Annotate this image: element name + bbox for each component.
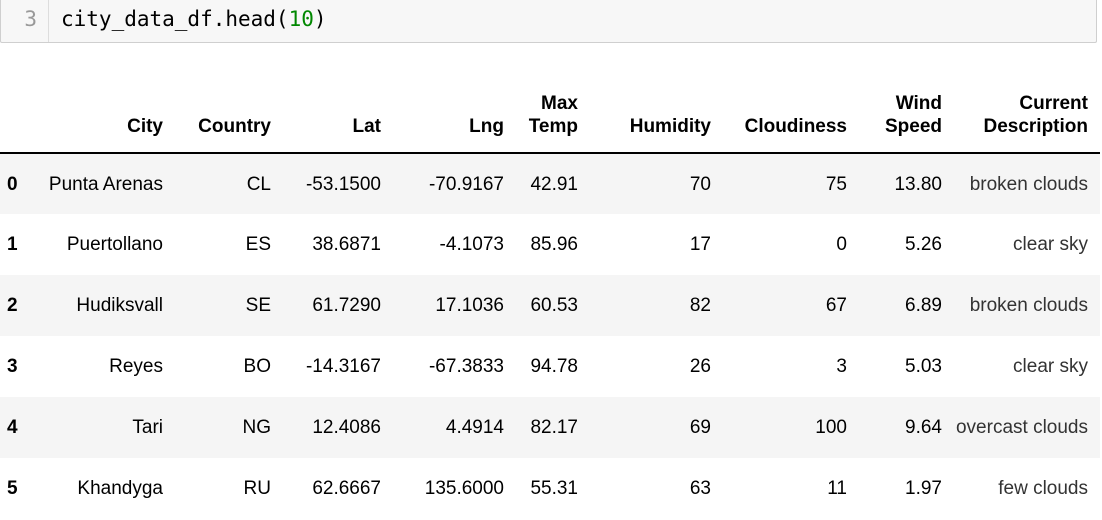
table-cell-cloudiness: 11 [827, 478, 847, 499]
column-header: Lng [469, 116, 504, 137]
table-header-row: City Country Lat Lng Max Temp Humidity C… [0, 83, 1100, 153]
table-cell-wind-speed: 6.89 [905, 295, 942, 316]
code-line[interactable]: city_data_df.head(10) [61, 0, 327, 38]
table-cell-lat: 12.4086 [312, 417, 381, 438]
table-cell-max-temp: 85.96 [530, 234, 578, 255]
table-cell-humidity: 63 [689, 478, 711, 499]
table-cell-country: NG [242, 417, 272, 438]
line-number: 3 [1, 0, 49, 42]
code-text-suffix: ) [313, 7, 327, 31]
column-header: Current Description [983, 93, 1088, 137]
table-cell-country: RU [243, 478, 271, 499]
table-cell-lat: -14.3167 [305, 356, 381, 377]
table-cell-description: clear sky [1013, 356, 1088, 377]
table-cell-city: Punta Arenas [48, 173, 163, 195]
table-cell-humidity: 70 [689, 173, 711, 195]
table-cell-max-temp: 94.78 [530, 356, 578, 377]
table-cell-lat: 62.6667 [312, 478, 381, 499]
table-cell-max-temp: 82.17 [530, 417, 578, 438]
table-cell-humidity: 69 [689, 417, 711, 438]
table-cell-country: SE [245, 295, 271, 316]
table-cell-lng: -70.9167 [428, 173, 504, 195]
table-cell-cloudiness: 67 [825, 295, 847, 316]
column-header: City [127, 116, 163, 137]
table-cell-city: Hudiksvall [76, 295, 163, 316]
table-cell-city: Tari [132, 417, 163, 438]
table-cell-country: CL [246, 173, 271, 195]
table-cell-cloudiness: 100 [815, 417, 847, 438]
table-cell-wind-speed: 5.03 [905, 356, 942, 377]
table-cell-index: 2 [7, 295, 18, 316]
table-cell-description: clear sky [1013, 234, 1088, 255]
table-cell-cloudiness: 3 [836, 356, 847, 377]
table-cell-wind-speed: 13.80 [894, 173, 942, 195]
table-cell-lat: 61.7290 [312, 295, 381, 316]
table-cell-index: 3 [7, 356, 18, 377]
table-cell-country: BO [243, 356, 271, 377]
table-cell-wind-speed: 9.64 [905, 417, 942, 438]
table-row: 4 Tari NG 12.4086 4.4914 82.17 69 100 9.64 overca… [0, 397, 1100, 458]
table-cell-description: broken clouds [969, 173, 1088, 195]
code-number-literal: 10 [288, 7, 314, 31]
dataframe-output-table: City Country Lat Lng Max Temp Humidity C… [0, 83, 1100, 519]
table-cell-city: Reyes [109, 356, 163, 377]
table-cell-cloudiness: 0 [836, 234, 847, 255]
table-cell-index: 1 [7, 234, 18, 255]
table-cell-description: broken clouds [969, 295, 1088, 316]
table-cell-description: overcast clouds [955, 417, 1088, 438]
column-header-index [0, 83, 38, 153]
table-cell-city: Khandyga [77, 478, 163, 499]
column-header: Lat [352, 116, 382, 137]
table-cell-lng: 4.4914 [445, 417, 504, 438]
column-header: Humidity [629, 116, 711, 137]
table-cell-index: 4 [7, 417, 18, 438]
table-row: 5 Khandyga RU 62.6667 135.6000 55.31 63 11 1.97 f… [0, 458, 1100, 519]
table-cell-wind-speed: 5.26 [905, 234, 942, 255]
column-header: Max Temp [528, 93, 578, 137]
column-header: Wind Speed [884, 93, 942, 137]
table-cell-humidity: 82 [689, 295, 711, 316]
code-text-prefix: city_data_df.head( [61, 7, 289, 31]
table-cell-lng: -4.1073 [439, 234, 504, 255]
table-cell-max-temp: 55.31 [530, 478, 578, 499]
table-cell-lng: -67.3833 [428, 356, 504, 377]
table-cell-humidity: 17 [689, 234, 711, 255]
table-cell-city: Puertollano [66, 234, 163, 255]
table-cell-lng: 135.6000 [424, 478, 504, 499]
table-cell-cloudiness: 75 [825, 173, 847, 195]
table-cell-index: 0 [7, 173, 18, 195]
table-cell-max-temp: 42.91 [530, 173, 578, 195]
table-cell-humidity: 26 [689, 356, 711, 377]
table-cell-description: few clouds [998, 478, 1088, 499]
table-row: 3 Reyes BO -14.3167 -67.3833 94.78 26 3 5.03 clea… [0, 336, 1100, 397]
table-cell-lng: 17.1036 [435, 295, 504, 316]
column-header: Country [198, 116, 271, 137]
table-cell-country: ES [245, 234, 271, 255]
table-row: 1 Puertollano ES 38.6871 -4.1073 85.96 17 0 5.26… [0, 214, 1100, 275]
table-row: 0 Punta Arenas CL -53.1500 -70.9167 42.91 70 75… [0, 153, 1100, 214]
table-cell-max-temp: 60.53 [530, 295, 578, 316]
column-header: Cloudiness [744, 116, 847, 137]
table-cell-index: 5 [7, 478, 18, 499]
code-cell[interactable]: 3 city_data_df.head(10) [0, 0, 1097, 43]
table-row: 2 Hudiksvall SE 61.7290 17.1036 60.53 82 67 6.89… [0, 275, 1100, 336]
table-cell-lat: -53.1500 [305, 173, 381, 195]
table-cell-wind-speed: 1.97 [905, 478, 942, 499]
table-cell-lat: 38.6871 [312, 234, 381, 255]
